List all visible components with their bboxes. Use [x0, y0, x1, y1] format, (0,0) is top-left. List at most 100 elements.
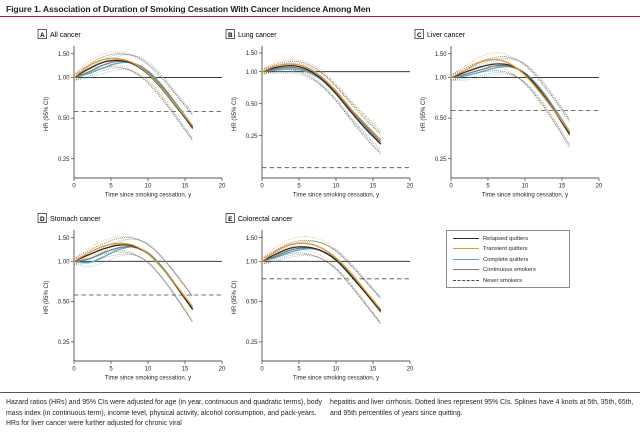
x-axis-title: Time since smoking cessation, y: [293, 193, 379, 199]
ci-lower-line: [450, 70, 570, 148]
ci-upper-line: [261, 240, 381, 300]
legend-label: Complete quitters: [483, 256, 529, 263]
ci-upper-line: [73, 235, 193, 295]
x-axis-title: Time since smoking cessation, y: [482, 193, 568, 199]
y-tick-label: 1.00: [246, 259, 258, 265]
ci-lower-line: [450, 65, 570, 145]
ci-lower-line: [261, 70, 381, 152]
legend: Relapsed quitters Transient quitters Compl…: [446, 230, 570, 288]
ci-upper-line: [261, 60, 381, 134]
charts-canvas: A All cancer 0.25 0.50 1.00 1.50 0 5 10 15 20 Time …: [37, 29, 603, 382]
y-tick-label: 0.25: [246, 340, 258, 346]
ci-lower-line: [261, 253, 381, 325]
ci-lower-line: [73, 253, 193, 322]
x-tick-label: 15: [370, 367, 377, 373]
panel-letter: D: [40, 216, 45, 223]
y-axis-title: HR (95% CI): [232, 280, 238, 314]
y-tick-label: 1.00: [246, 70, 258, 76]
x-tick-label: 10: [522, 184, 529, 190]
x-tick-label: 5: [486, 184, 490, 190]
panel-letter: C: [417, 32, 422, 39]
ci-lower-line: [261, 72, 381, 154]
legend-swatch: [453, 279, 479, 281]
y-axis-title: HR (95% CI): [232, 97, 238, 131]
x-tick-label: 0: [72, 184, 76, 190]
series-line: [261, 246, 382, 312]
panel-d: D Stomach cancer 0.25 0.50 1.00 1.50 0 5 10 15 20 T…: [37, 213, 226, 382]
legend-item: Relapsed quitters: [447, 234, 567, 244]
panel-title: All cancer: [50, 32, 81, 39]
series-line: [450, 65, 571, 132]
y-tick-label: 0.25: [58, 340, 70, 346]
ci-lower-line: [261, 255, 381, 324]
x-tick-label: 10: [145, 184, 152, 190]
x-tick-label: 15: [559, 184, 566, 190]
y-axis-title: HR (95% CI): [421, 97, 427, 131]
series-line: [261, 68, 382, 145]
legend-swatch: [453, 248, 479, 250]
ci-upper-line: [73, 238, 193, 297]
panel-letter-box: [225, 29, 235, 39]
y-tick-label: 0.50: [246, 102, 258, 108]
title-rule: [0, 16, 640, 17]
x-axis-title: Time since smoking cessation, y: [293, 376, 379, 382]
x-tick-label: 20: [596, 184, 603, 190]
x-tick-label: 15: [182, 184, 189, 190]
ci-upper-line: [73, 238, 193, 297]
panel-c: C Liver cancer 0.25 0.50 1.00 1.50 0 5 10 15 20 Tim…: [414, 29, 603, 199]
x-tick-label: 10: [333, 367, 340, 373]
y-tick-label: 0.50: [435, 116, 447, 122]
panel-letter-box: [225, 213, 235, 223]
panel-title: Stomach cancer: [50, 216, 101, 223]
y-tick-label: 0.25: [435, 157, 447, 163]
x-tick-label: 5: [109, 184, 113, 190]
y-tick-label: 1.00: [435, 76, 447, 82]
y-axis-title: HR (95% CI): [44, 97, 50, 131]
y-tick-label: 1.50: [58, 236, 70, 242]
legend-swatch: [453, 269, 479, 271]
series-line: [73, 246, 194, 310]
panel-letter-box: [37, 29, 47, 39]
ci-upper-line: [450, 52, 570, 119]
y-tick-label: 0.50: [58, 300, 70, 306]
ci-upper-line: [73, 237, 193, 297]
panel-title: Colorectal cancer: [238, 216, 293, 223]
caption-right: hepatitis and liver cirrhosis. Dotted li…: [330, 399, 634, 417]
y-tick-label: 0.50: [58, 116, 70, 122]
legend-swatch: [453, 238, 479, 239]
series-line: [450, 58, 571, 132]
x-tick-label: 0: [260, 367, 264, 373]
ci-upper-line: [450, 57, 570, 121]
ci-lower-line: [73, 69, 193, 139]
legend-label: Continuous smokers: [483, 267, 536, 274]
legend-label: Never smokers: [483, 277, 522, 284]
series-line: [73, 242, 194, 308]
ci-lower-line: [450, 73, 570, 145]
panel-letter: A: [40, 32, 45, 39]
x-tick-label: 20: [407, 367, 414, 373]
ci-lower-line: [73, 254, 193, 322]
x-tick-label: 5: [297, 367, 301, 373]
panel-a: A All cancer 0.25 0.50 1.00 1.50 0 5 10 15 20 Time …: [37, 29, 226, 199]
x-tick-label: 15: [370, 184, 377, 190]
x-tick-label: 0: [260, 184, 264, 190]
panel-b: B Lung cancer 0.25 0.50 1.00 1.50 0 5 10 15 20 Time…: [225, 29, 414, 199]
x-tick-label: 0: [449, 184, 453, 190]
x-tick-label: 20: [407, 184, 414, 190]
series-line: [73, 244, 194, 310]
y-tick-label: 0.25: [58, 157, 70, 163]
ci-upper-line: [73, 53, 193, 116]
legend-label: Transient quitters: [483, 246, 528, 253]
legend-label: Relapsed quitters: [483, 236, 529, 242]
panel-e: E Colorectal cancer 0.25 0.50 1.00 1.50 0 5 10 15…: [225, 213, 414, 382]
y-tick-label: 1.50: [246, 51, 258, 57]
x-tick-label: 10: [145, 367, 152, 373]
y-tick-label: 1.00: [58, 76, 70, 82]
legend-item: Never smokers: [447, 276, 567, 286]
panel-letter: B: [228, 32, 233, 39]
legend-item: Complete quitters: [447, 255, 567, 265]
series-line: [261, 247, 382, 313]
x-tick-label: 5: [297, 184, 301, 190]
panel-letter-box: [37, 213, 47, 223]
panel-title: Lung cancer: [238, 32, 277, 39]
